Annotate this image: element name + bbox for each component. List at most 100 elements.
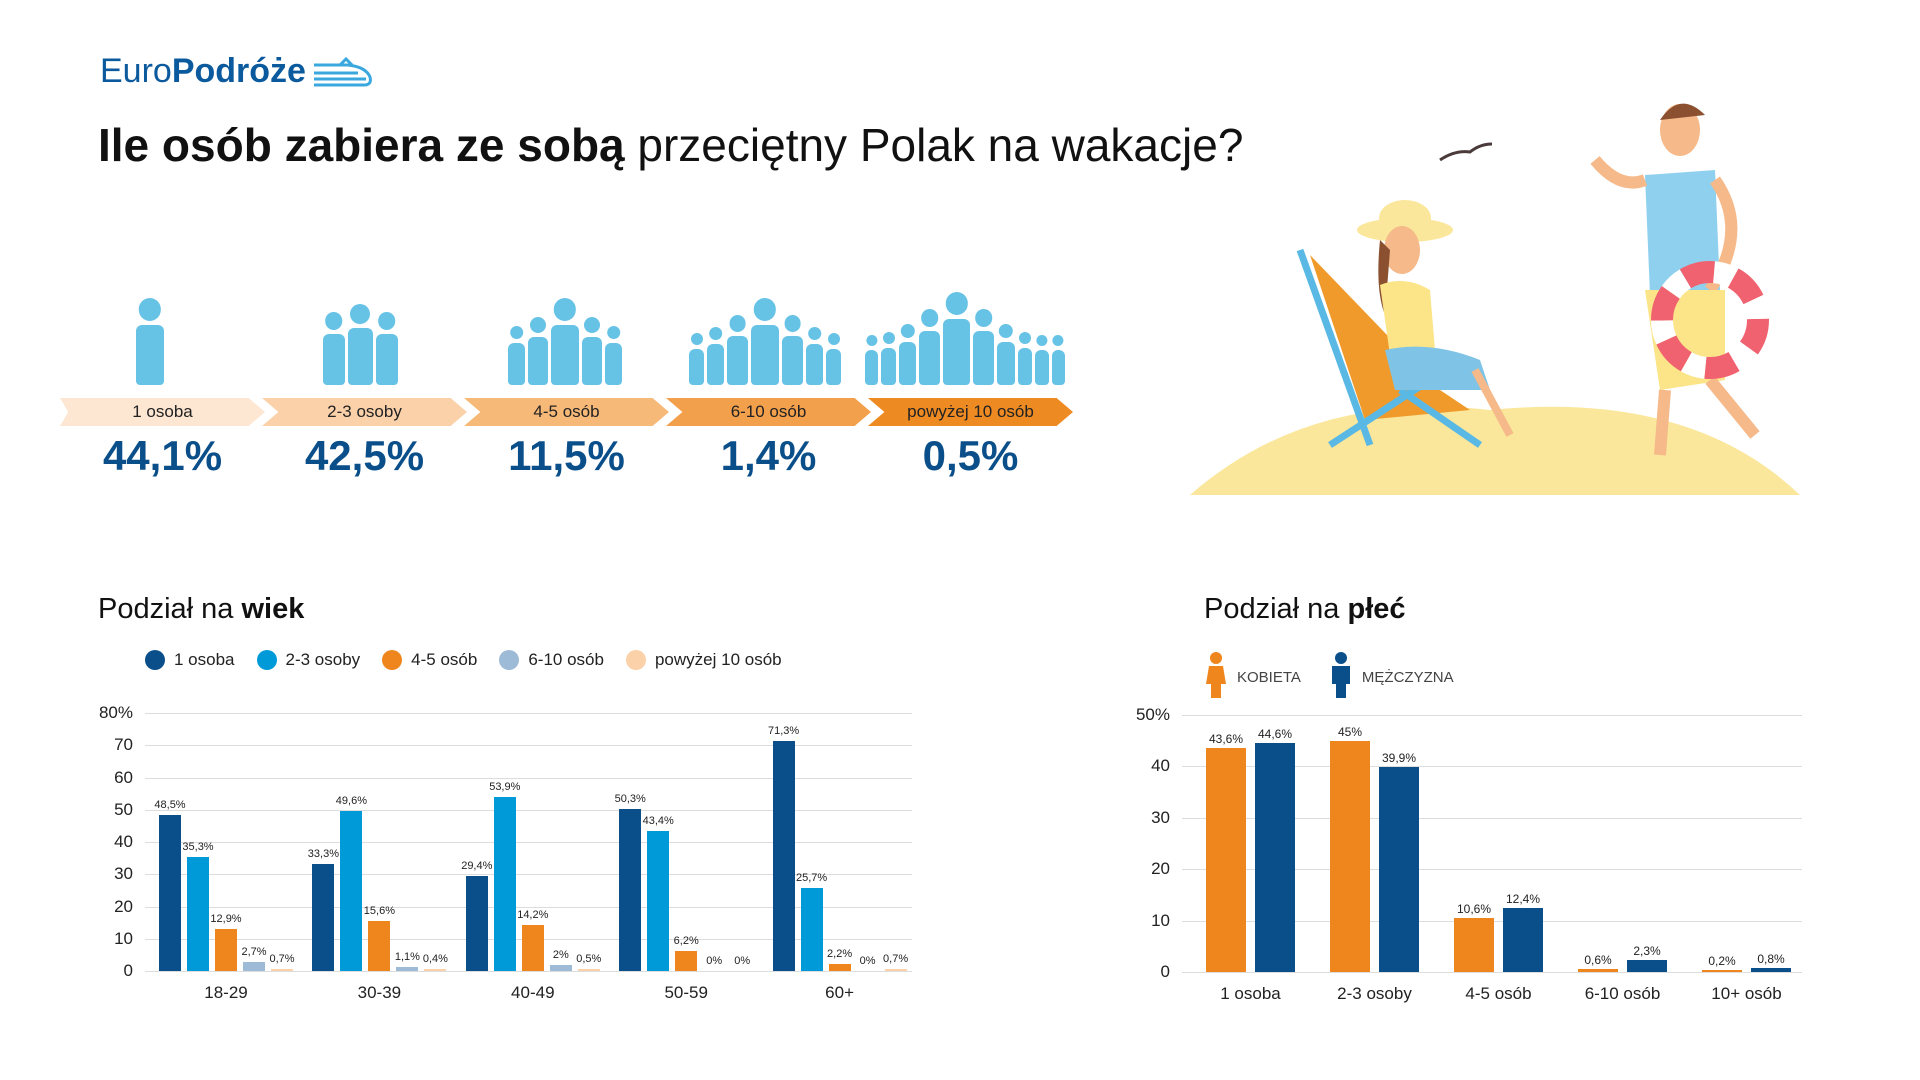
person-icon (528, 317, 548, 385)
person-icon (1017, 332, 1033, 385)
person-icon (375, 312, 398, 385)
bar (1255, 742, 1295, 972)
person-icon (689, 333, 704, 385)
gridline (145, 906, 912, 908)
bar (187, 857, 209, 971)
bar-value-label: 6,2% (673, 935, 699, 947)
y-axis-tick: 50% (1135, 705, 1170, 724)
bar (368, 920, 391, 971)
gender-title-bold: płeć (1347, 593, 1406, 625)
logo-text-euro: Euro (100, 52, 172, 90)
legend-dot-icon (499, 650, 520, 670)
person-icon (605, 325, 622, 385)
category-arrow-5: powyżej 10 osób (868, 398, 1073, 426)
people-group-icon (260, 303, 460, 385)
gridline (1182, 869, 1802, 871)
person-icon (322, 312, 345, 385)
category-arrow-4: 6-10 osób (666, 398, 871, 426)
category-percentage: 0,5% (922, 432, 1019, 479)
category-arrow-1: 1 osoba (60, 398, 265, 426)
person-icon (136, 298, 164, 385)
bar (271, 968, 293, 971)
bar-value-label: 44,6% (1257, 726, 1293, 741)
bar-value-label: 2,7% (241, 946, 267, 959)
legend-dot-icon (256, 650, 277, 670)
person-icon (997, 323, 1015, 385)
x-axis-label: 10+ osób (1711, 984, 1782, 1003)
bar (1379, 766, 1419, 972)
y-axis-tick: 0 (1160, 962, 1170, 981)
y-axis-tick: 50 (114, 799, 133, 819)
bar-value-label: 0% (734, 955, 751, 967)
people-group-icon (50, 298, 250, 385)
legend-label: KOBIETA (1237, 669, 1301, 686)
legend-label: MĘŻCZYZNA (1361, 669, 1454, 686)
gridline (145, 777, 912, 779)
bar (1454, 917, 1494, 972)
person-icon (582, 317, 602, 385)
y-axis-tick: 10 (114, 928, 133, 948)
category-arrow-3: 4-5 osób (464, 398, 669, 426)
x-axis-label: 2-3 osoby (1337, 984, 1412, 1003)
x-axis-label: 40-49 (511, 983, 555, 1002)
category-percentage: 11,5% (508, 432, 625, 479)
bar-value-label: 33,3% (307, 847, 339, 860)
person-icon (919, 309, 941, 385)
person-icon (707, 326, 724, 385)
x-axis-label: 1 osoba (1220, 984, 1281, 1003)
y-axis-tick: 40 (1151, 756, 1170, 776)
title-regular: przeciętny Polak na wakacje? (624, 119, 1244, 171)
male-icon (1329, 652, 1353, 703)
legend-label: 2-3 osoby (285, 650, 361, 669)
bar (424, 969, 447, 971)
bar-value-label: 0,7% (269, 952, 295, 965)
bar-value-label: 15,6% (363, 904, 395, 917)
legend-label: 6-10 osób (528, 650, 604, 669)
y-axis-tick: 0 (123, 961, 133, 980)
train-icon (313, 56, 372, 86)
gender-section-title: Podział na płeć (1204, 593, 1406, 626)
bar-value-label: 0% (706, 955, 723, 967)
y-axis-tick: 20 (1151, 859, 1170, 879)
people-group-icon (465, 298, 665, 385)
bar-value-label: 0,7% (883, 952, 909, 965)
logo-text-podroze: Podróże (171, 52, 306, 90)
bar-value-label: 0,6% (1584, 952, 1612, 967)
bar (647, 831, 670, 971)
bar (772, 741, 795, 971)
person-icon (727, 315, 748, 385)
legend-item: KOBIETA (1204, 652, 1301, 703)
bar-value-label: 0,2% (1708, 954, 1736, 968)
gridline (1182, 766, 1802, 768)
beach-illustration (1190, 103, 1800, 495)
legend-item: 4-5 osób (382, 650, 477, 670)
age-section-title: Podział na wiek (98, 593, 304, 626)
y-axis-tick: 30 (114, 864, 133, 884)
gridline (145, 874, 912, 876)
bar-value-label: 10,6% (1456, 901, 1492, 916)
legend-label: 1 osoba (174, 650, 235, 669)
gridline (145, 713, 912, 714)
person-icon (551, 298, 579, 385)
bar-value-label: 35,3% (182, 841, 214, 854)
bar (619, 808, 642, 971)
bar-value-label: 2% (552, 948, 569, 961)
bar (1702, 970, 1742, 972)
y-axis-tick: 80% (98, 703, 133, 722)
category-percentage: 1,4% (720, 432, 817, 479)
bar-value-label: 50,3% (614, 792, 646, 805)
gridline (1182, 972, 1802, 973)
bar (1330, 740, 1370, 972)
x-axis-label: 4-5 osób (1465, 984, 1532, 1003)
bar-value-label: 2,3% (1633, 944, 1661, 959)
legend-item: 6-10 osób (499, 650, 604, 670)
people-group-icon (665, 298, 865, 385)
page-title: Ile osób zabiera ze sobą przeciętny Pola… (98, 118, 1243, 172)
category-percentage: 44,1% (102, 432, 223, 479)
legend-dot-icon (382, 650, 403, 670)
bar-value-label: 0,8% (1757, 951, 1785, 966)
bar-value-label: 53,9% (489, 781, 521, 794)
bar-value-label: 43,6% (1208, 731, 1244, 746)
bar-value-label: 1,1% (394, 951, 420, 964)
people-group-icon (865, 292, 1065, 385)
